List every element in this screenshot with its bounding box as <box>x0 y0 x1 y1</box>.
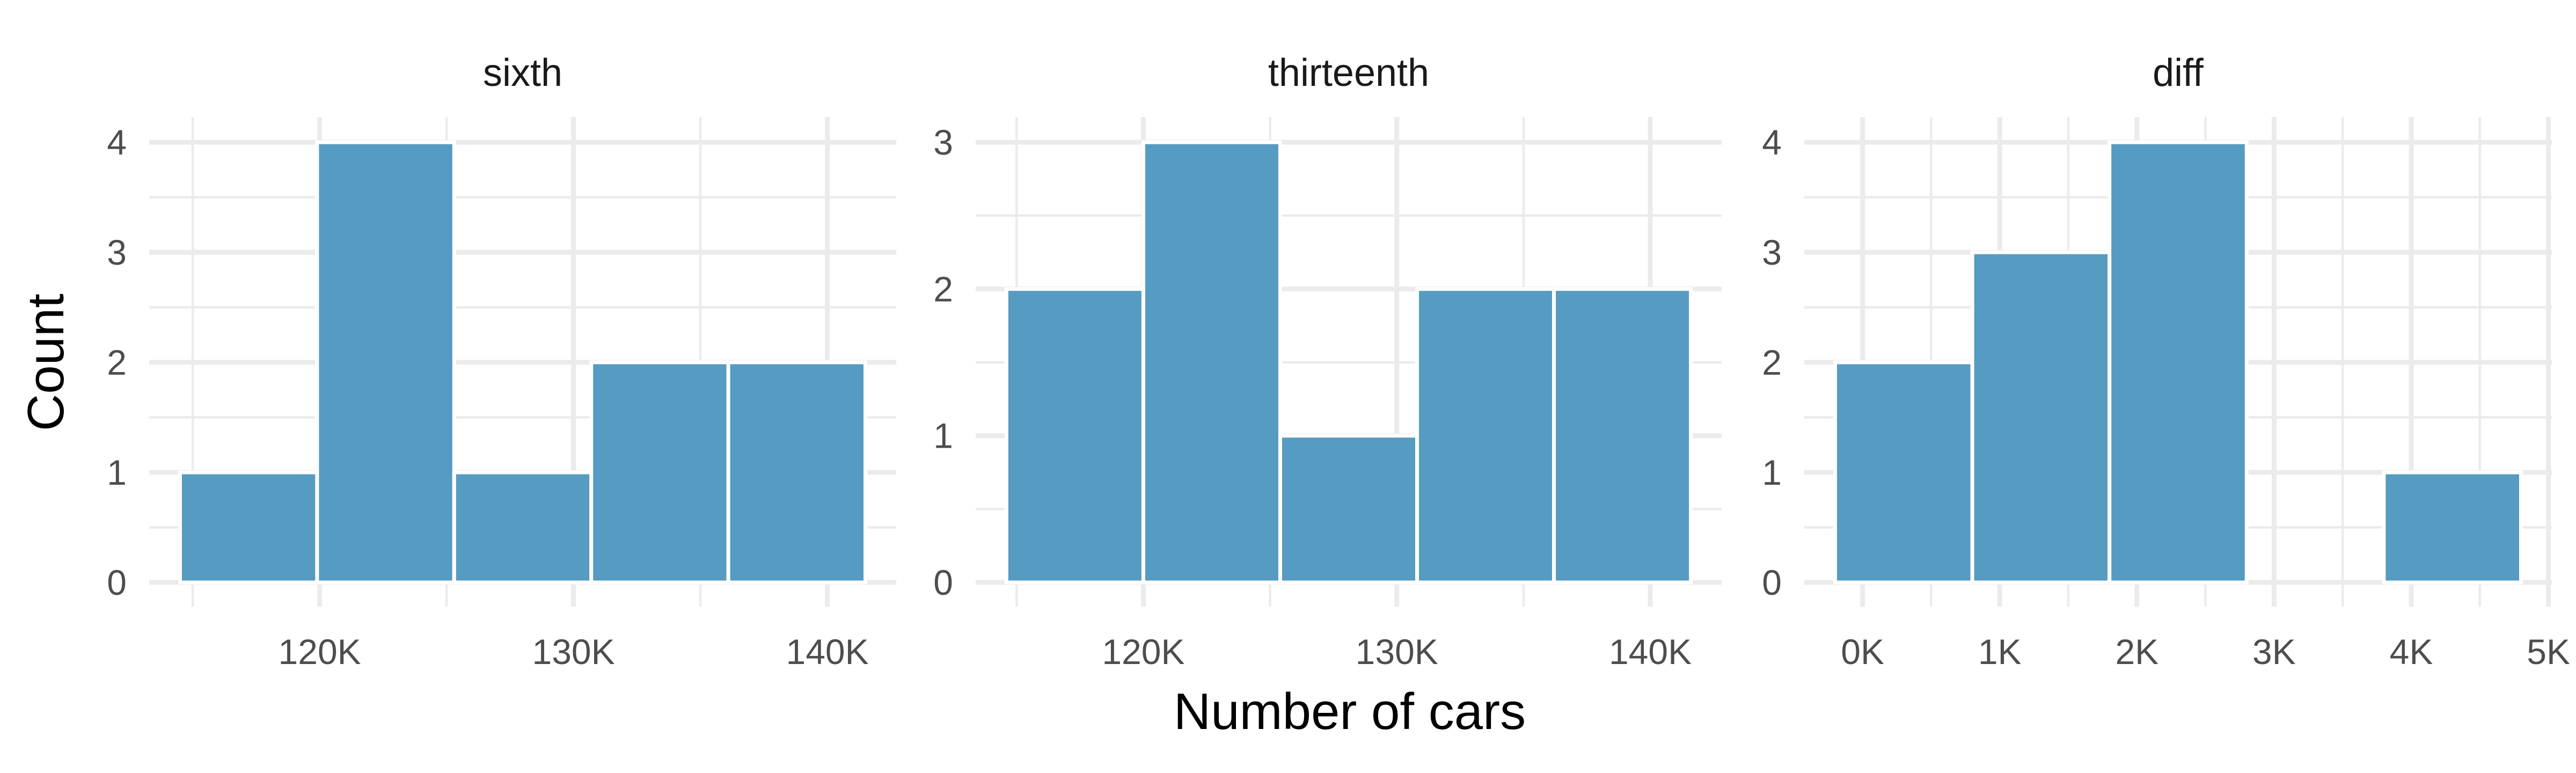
facet-title: sixth <box>483 52 562 94</box>
x-tick-label: 130K <box>1356 632 1438 672</box>
histogram-bar <box>1833 360 1974 585</box>
histogram-bar <box>1141 140 1282 585</box>
x-tick-label: 5K <box>2527 632 2570 672</box>
y-tick-label: 4 <box>1762 122 1782 162</box>
y-tick-label: 1 <box>107 453 127 492</box>
x-tick-label: 3K <box>2252 632 2296 672</box>
y-tick-label: 3 <box>933 122 953 162</box>
facet-title: thirteenth <box>1268 52 1429 94</box>
histogram-bar <box>1415 287 1556 585</box>
y-tick-label: 3 <box>1762 232 1782 272</box>
x-tick-label: 1K <box>1978 632 2022 672</box>
panel-sixth: sixth 0 1 2 3 4 120K 130K 140K <box>107 52 896 672</box>
panel-thirteenth: thirteenth 0 1 2 3 120K 130K 140K <box>933 52 1722 672</box>
y-tick-label: 2 <box>1762 342 1782 382</box>
histogram-bar <box>1970 250 2112 585</box>
y-tick-label: 2 <box>933 269 953 309</box>
histogram-bar <box>1552 287 1693 585</box>
y-tick-label: 1 <box>933 416 953 456</box>
y-axis-title: Count <box>17 294 75 431</box>
x-axis-title: Number of cars <box>1174 683 1526 740</box>
y-tick-label: 4 <box>107 122 127 162</box>
y-tick-label: 1 <box>1762 453 1782 492</box>
histogram-bar <box>178 470 319 585</box>
facet-title: diff <box>2153 52 2204 94</box>
histogram-bar <box>2107 140 2249 585</box>
x-tick-label: 4K <box>2390 632 2433 672</box>
panel-diff: diff 0 1 2 3 4 0K 1K 2K 3K 4K 5K <box>1762 52 2570 672</box>
histogram-bar <box>1004 287 1145 585</box>
y-tick-label: 2 <box>107 342 127 382</box>
y-tick-label: 0 <box>933 563 953 602</box>
histogram-bar <box>726 360 868 585</box>
histogram-bar <box>1278 434 1419 585</box>
y-tick-label: 0 <box>107 563 127 602</box>
x-tick-label: 140K <box>1609 632 1692 672</box>
histogram-bar <box>2382 470 2523 585</box>
histogram-bar <box>589 360 730 585</box>
histogram-bar <box>452 470 594 585</box>
x-tick-label: 120K <box>1102 632 1184 672</box>
x-tick-label: 130K <box>532 632 615 672</box>
x-tick-label: 140K <box>786 632 869 672</box>
y-tick-label: 3 <box>107 232 127 272</box>
y-tick-label: 0 <box>1762 563 1782 602</box>
x-tick-label: 0K <box>1841 632 1884 672</box>
x-tick-label: 120K <box>279 632 361 672</box>
x-tick-label: 2K <box>2115 632 2158 672</box>
histogram-bar <box>315 140 456 585</box>
